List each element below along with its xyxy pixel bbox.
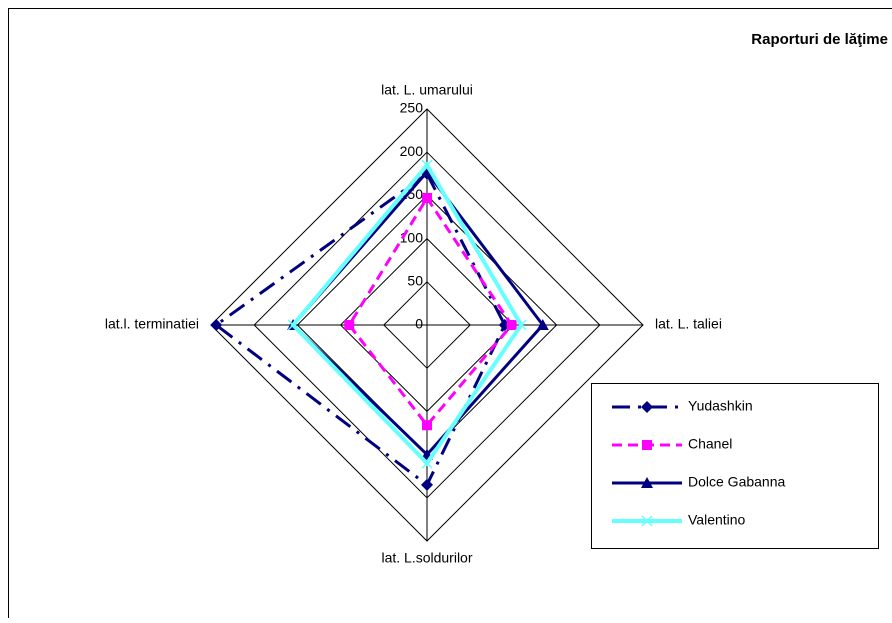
category-label: lat. L. taliei — [655, 316, 722, 332]
data-point — [421, 479, 433, 491]
data-point — [422, 420, 432, 430]
r-tick-label: 200 — [400, 143, 424, 159]
legend-marker — [642, 440, 652, 450]
data-point — [422, 193, 432, 203]
category-label: lat. L.soldurilor — [381, 550, 472, 566]
r-tick-label: 250 — [400, 100, 424, 116]
category-label: lat. L. umarului — [381, 82, 473, 98]
legend-label: Dolce Gabanna — [688, 474, 786, 490]
r-tick-label: 0 — [415, 316, 423, 332]
legend-label: Chanel — [688, 436, 732, 452]
data-point — [507, 320, 517, 330]
r-tick-label: 50 — [407, 273, 423, 289]
data-point — [344, 320, 354, 330]
series-line — [293, 172, 543, 455]
chart-title: Raporturi de lăţime — [751, 31, 888, 48]
series-line — [293, 165, 521, 463]
legend-label: Yudashkin — [688, 398, 753, 414]
legend-label: Valentino — [688, 512, 746, 528]
category-label: lat.l. terminatiei — [105, 316, 199, 332]
